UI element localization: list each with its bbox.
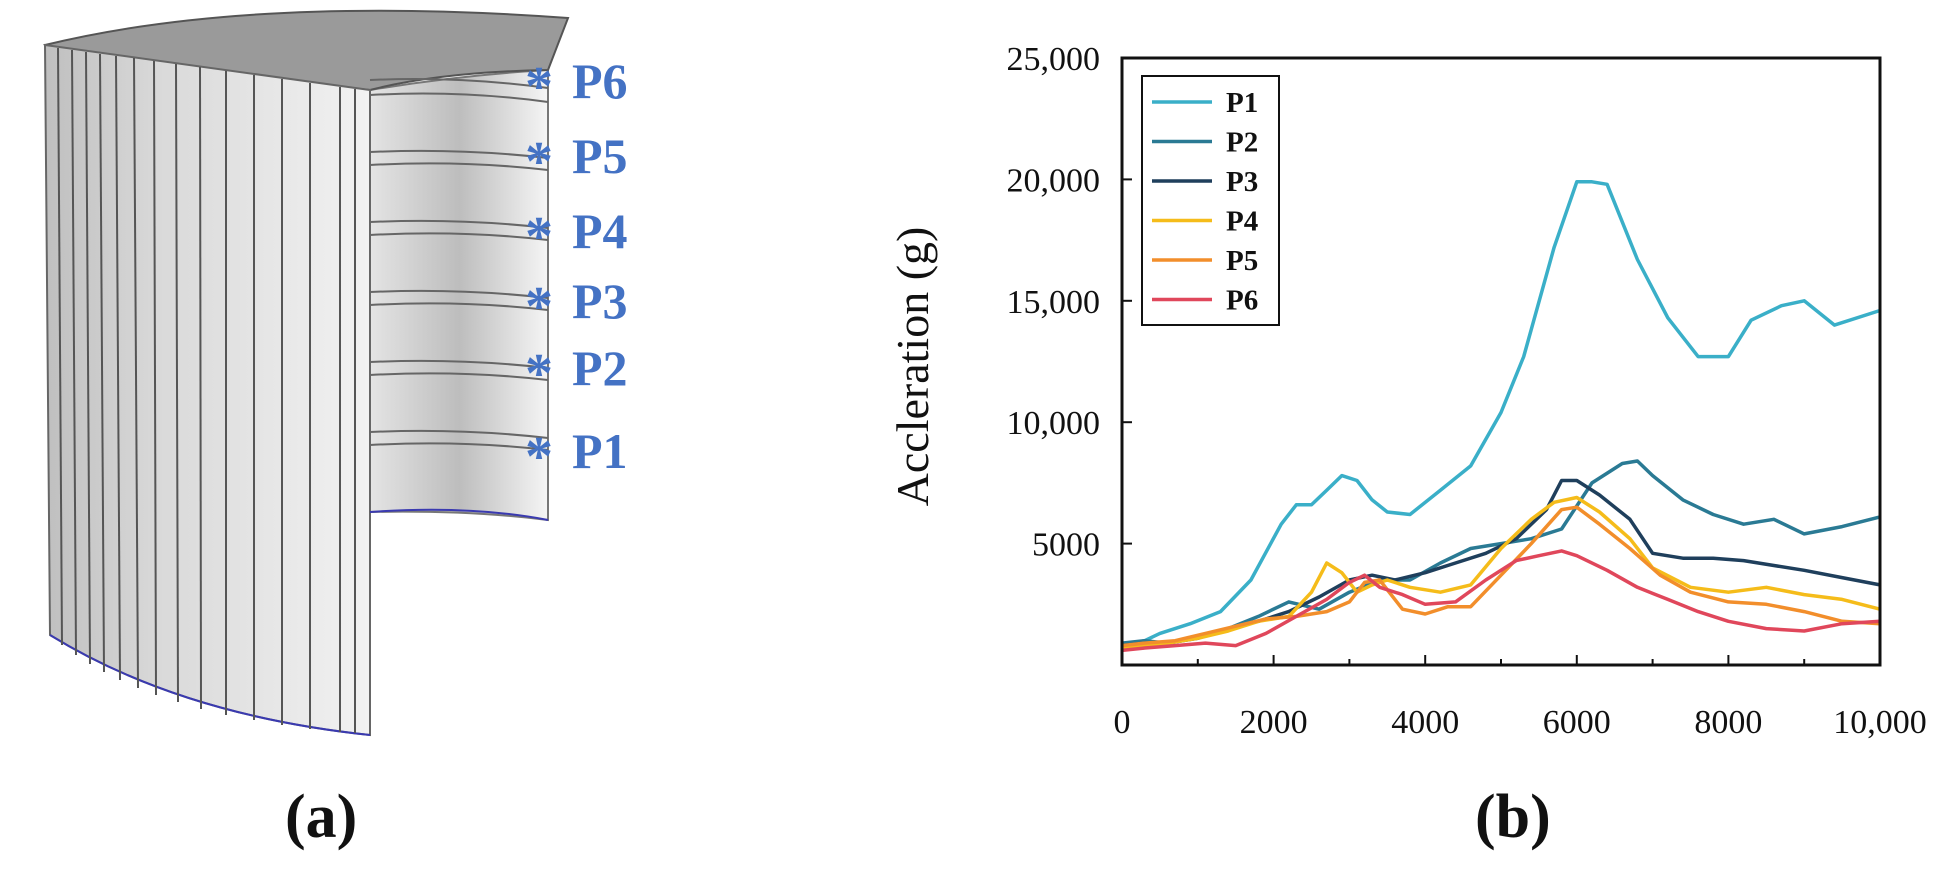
- tick-layer: 0 2000 4000 6000 8000 10,000 5000 10,000 15,000 2…: [1007, 41, 1927, 741]
- marker-asterisk: *: [525, 426, 553, 488]
- x-tick-label: 10,000: [1833, 704, 1927, 741]
- y-tick-label: 5000: [1032, 527, 1100, 564]
- marker-p1: * P1: [525, 423, 628, 488]
- marker-asterisk: *: [525, 56, 553, 118]
- acceleration-line-chart: 0 2000 4000 6000 8000 10,000 5000 10,000 15,000 2…: [887, 41, 1927, 741]
- marker-label: P6: [572, 53, 628, 109]
- x-tick-label: 0: [1114, 704, 1131, 741]
- y-tick-label: 20,000: [1007, 162, 1101, 199]
- series-layer: [1121, 180, 1881, 653]
- legend-label-p4: P4: [1226, 206, 1258, 238]
- cylinder-bottom-edge: [49, 634, 371, 736]
- panel-lines: [57, 47, 356, 733]
- y-tick-label: 15,000: [1007, 284, 1101, 321]
- x-tick-label: 8000: [1694, 704, 1762, 741]
- marker-p6: * P6: [525, 53, 628, 118]
- x-tick-label: 4000: [1391, 704, 1459, 741]
- marker-asterisk: *: [525, 276, 553, 338]
- series-line-p2: [1121, 459, 1881, 645]
- legend-label-p6: P6: [1226, 285, 1258, 317]
- ring-stiffeners: [369, 78, 549, 451]
- series-line-p1: [1121, 180, 1881, 648]
- marker-asterisk: *: [525, 131, 553, 193]
- marker-p5: * P5: [525, 128, 628, 193]
- marker-p2: * P2: [525, 340, 628, 405]
- x-tick-label: 6000: [1543, 704, 1611, 741]
- caption-b: (b): [1475, 783, 1551, 851]
- legend-label-p5: P5: [1226, 245, 1258, 277]
- marker-label: P3: [572, 273, 628, 329]
- series-line-p6: [1121, 549, 1881, 653]
- legend-label-p1: P1: [1226, 87, 1258, 119]
- marker-label: P5: [572, 128, 628, 184]
- marker-asterisk: *: [525, 206, 553, 268]
- cylinder-model-figure: * P6 * P5 * P4 * P3 * P2 * P1: [43, 9, 628, 737]
- marker-asterisk: *: [525, 343, 553, 405]
- marker-label: P1: [572, 423, 628, 479]
- panel-b: 0 2000 4000 6000 8000 10,000 5000 10,000 15,000 2…: [860, 0, 1948, 890]
- legend-box: [1141, 75, 1280, 326]
- cylinder-outer-wall: [43, 43, 371, 737]
- series-line-p5: [1121, 505, 1881, 648]
- panel-a: * P6 * P5 * P4 * P3 * P2 * P1: [0, 0, 700, 890]
- x-tick-label: 2000: [1240, 704, 1308, 741]
- caption-a: (a): [285, 783, 358, 851]
- y-axis-label: Accleration (g): [887, 227, 938, 507]
- marker-p4: * P4: [525, 203, 628, 268]
- legend: P1 P2 P3 P4 P5 P6: [1141, 75, 1280, 326]
- y-tick-label: 25,000: [1007, 41, 1101, 78]
- inner-bottom-edge: [369, 508, 549, 521]
- y-tick-label: 10,000: [1007, 405, 1101, 442]
- legend-label-p3: P3: [1226, 166, 1258, 198]
- marker-p3: * P3: [525, 273, 628, 338]
- series-line-p3: [1121, 478, 1881, 648]
- marker-label: P2: [572, 340, 628, 396]
- legend-label-p2: P2: [1226, 127, 1258, 159]
- marker-label: P4: [572, 203, 628, 259]
